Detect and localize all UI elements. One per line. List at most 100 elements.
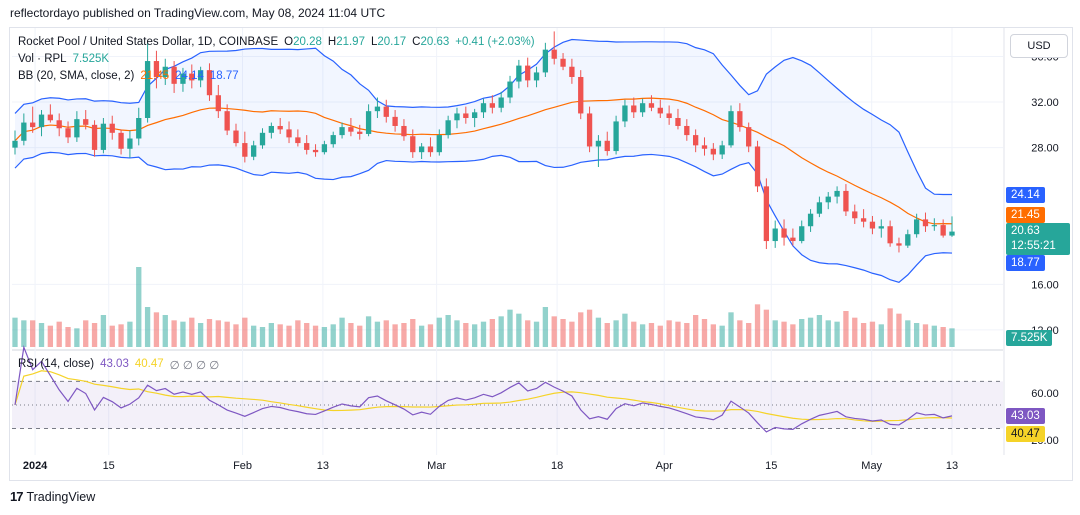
bb-fill (15, 39, 952, 283)
volume-bar (330, 324, 336, 347)
volume-bar (498, 316, 504, 347)
candle-body (127, 138, 133, 149)
volume-bar (100, 315, 107, 347)
volume-bar (118, 324, 124, 347)
volume-bar (560, 319, 566, 347)
rsi-label[interactable]: RSI (14, close) (18, 358, 95, 370)
time-tick-label: 18 (551, 460, 563, 472)
volume-label[interactable]: Vol · RPL (18, 53, 67, 65)
candle-body (233, 130, 239, 144)
candle-body (445, 120, 451, 136)
volume-bar (701, 319, 708, 347)
tradingview-logo-icon: 17 (10, 489, 24, 504)
volume-bar (321, 327, 328, 347)
candle-body (74, 119, 80, 138)
candle-body (799, 226, 805, 242)
volume-bar (418, 325, 425, 347)
candle-body (153, 61, 160, 77)
candle-body (533, 72, 540, 81)
volume-bar (525, 320, 531, 347)
candle-body (436, 135, 442, 153)
candle-body (913, 219, 920, 235)
change-value: +0.41 (+2.03%) (455, 36, 535, 48)
volume-bar (286, 325, 292, 347)
candle-body (569, 66, 575, 77)
candle-body (277, 125, 283, 130)
candle-body (613, 121, 619, 152)
volume-bar (383, 320, 389, 347)
price-tick-label: 28.00 (1031, 143, 1059, 155)
volume-bar (259, 327, 266, 347)
volume-bar (781, 321, 787, 347)
rsi-line (14, 344, 953, 433)
candle-body (763, 186, 770, 242)
candle-body (525, 65, 531, 81)
price-tick-label: 16.00 (1031, 279, 1059, 291)
candle-body (410, 136, 416, 153)
volume-bar (905, 320, 911, 347)
volume-bar (719, 325, 725, 347)
candle-body (295, 137, 301, 144)
volume-bar (312, 325, 319, 347)
candle-body (286, 129, 292, 138)
rsi-extra: ∅ ∅ ∅ ∅ (169, 360, 220, 372)
candle-body (507, 81, 513, 98)
candle-body (489, 103, 495, 108)
volume-bar (83, 320, 89, 347)
candle-body (136, 118, 142, 139)
candle-body (551, 49, 557, 59)
candle-body (692, 135, 699, 146)
candle-body (251, 145, 257, 157)
volume-bar (799, 319, 805, 347)
volume-bar (189, 317, 195, 347)
volume-bar (153, 312, 160, 347)
candle-body (480, 103, 487, 113)
candle-body (825, 196, 831, 203)
volume-bar (816, 315, 823, 347)
candle-body (224, 111, 230, 131)
currency-button[interactable]: USD (1010, 34, 1068, 58)
candle-body (639, 103, 646, 113)
candle-body (100, 123, 107, 150)
candle-body (65, 128, 71, 138)
candle-body (12, 140, 18, 148)
volume-bar (91, 323, 98, 347)
volume-bar (754, 304, 761, 347)
candle-body (790, 237, 796, 242)
volume-row: Vol · RPL 7.525K (18, 51, 535, 68)
volume-bar (737, 320, 743, 347)
candle-body (189, 73, 195, 81)
bb-label[interactable]: BB (20, SMA, close, 2) (18, 70, 135, 82)
volume-bars (12, 267, 955, 347)
volume-bar (401, 323, 407, 347)
volume-bar (710, 324, 716, 347)
volume-bar (604, 323, 610, 347)
candle-body (631, 105, 637, 113)
time-tick-label: Apr (656, 460, 673, 472)
candle-body (91, 124, 98, 150)
volume-bar (251, 325, 257, 347)
low-value: 20.17 (377, 36, 407, 48)
open-value: 20.28 (293, 36, 322, 48)
volume-bar (648, 323, 655, 347)
volume-bar (206, 319, 213, 347)
candle-body (21, 122, 27, 141)
bb-basis-value: 21.45 (140, 70, 170, 82)
volume-bar (578, 312, 584, 347)
candle-body (754, 146, 761, 187)
volume-bar (445, 315, 451, 347)
volume-bar (507, 309, 513, 347)
candle-body (578, 76, 584, 114)
volume-bar (109, 325, 115, 347)
volume-bar (463, 323, 469, 347)
volume-bar (38, 323, 45, 347)
candle-body (365, 111, 372, 134)
last-price: 20.63 (1011, 225, 1040, 237)
candle-body (321, 144, 328, 153)
footer-logo-text[interactable]: TradingView (26, 489, 96, 504)
chart-legend: Rocket Pool / United States Dollar, 1D, … (18, 34, 535, 85)
volume-bar (357, 325, 363, 347)
candlesticks (12, 31, 955, 253)
symbol-title[interactable]: Rocket Pool / United States Dollar, 1D, … (18, 36, 279, 48)
